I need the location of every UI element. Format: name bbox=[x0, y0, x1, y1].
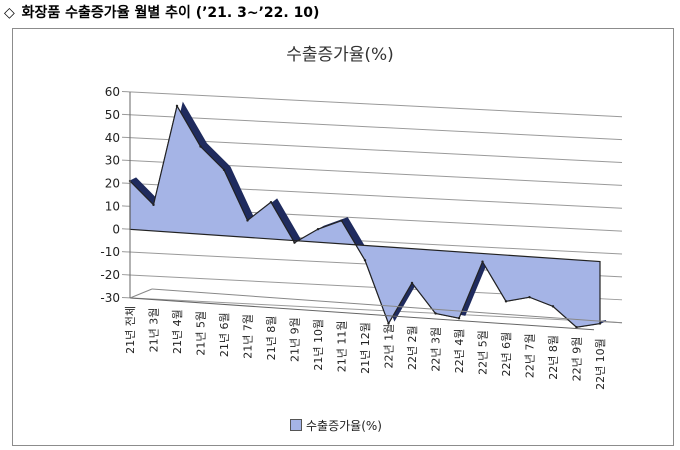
floor-back-edge bbox=[151, 288, 623, 324]
data-point bbox=[410, 281, 414, 285]
floor-front-edge bbox=[129, 297, 595, 331]
data-point bbox=[269, 200, 273, 204]
data-point bbox=[293, 241, 296, 244]
legend-label: 수출증가율(%) bbox=[306, 419, 382, 433]
data-point bbox=[575, 326, 578, 329]
data-point bbox=[387, 322, 390, 325]
x-tick-label: 22년 6월 bbox=[500, 332, 513, 377]
data-point bbox=[152, 203, 155, 207]
x-tick-label: 22년 2월 bbox=[406, 325, 419, 370]
data-point bbox=[504, 300, 508, 303]
x-tick-label: 22년 1월 bbox=[383, 324, 396, 369]
x-tick-label: 22년 10월 bbox=[594, 338, 607, 390]
y-tick-label: -20 bbox=[100, 268, 120, 282]
x-tick-label: 21년 9월 bbox=[289, 317, 302, 362]
gridline bbox=[121, 113, 623, 141]
x-tick-label: 21년 5월 bbox=[195, 311, 208, 356]
y-tick-label: 10 bbox=[105, 199, 120, 213]
chart-title: 수출증가율(%) bbox=[286, 45, 394, 65]
x-tick-label: 21년 8월 bbox=[265, 316, 278, 361]
x-tick-label: 21년 11월 bbox=[336, 320, 349, 372]
x-tick-label: 21년 4월 bbox=[171, 309, 184, 354]
y-tick-label: 0 bbox=[112, 222, 120, 236]
data-point bbox=[598, 322, 602, 325]
x-tick-label: 22년 8월 bbox=[547, 335, 560, 380]
x-tick-label: 22년 3월 bbox=[430, 327, 443, 372]
data-point bbox=[434, 312, 437, 315]
data-point bbox=[199, 145, 202, 148]
data-point bbox=[481, 260, 484, 263]
data-point bbox=[246, 219, 249, 222]
legend-swatch bbox=[290, 419, 302, 431]
x-tick-label: 21년 6월 bbox=[218, 312, 231, 357]
gridline bbox=[121, 90, 623, 118]
y-tick-label: 50 bbox=[105, 108, 120, 122]
x-tick-label: 22년 5월 bbox=[477, 330, 490, 375]
x-tick-label: 22년 9월 bbox=[571, 337, 584, 382]
x-tick-label: 21년 3월 bbox=[148, 308, 161, 353]
y-tick-label: 40 bbox=[105, 131, 120, 145]
x-tick-label: 21년 10월 bbox=[312, 319, 325, 371]
data-point bbox=[316, 227, 320, 231]
y-tick-label: -30 bbox=[100, 291, 120, 305]
y-tick-label: 20 bbox=[105, 177, 120, 191]
data-point bbox=[528, 296, 531, 299]
data-point bbox=[457, 317, 461, 320]
y-tick-label: 60 bbox=[105, 85, 120, 99]
x-tick-label: 21년 12월 bbox=[359, 322, 372, 374]
diamond-outline-icon: ◇ bbox=[4, 5, 15, 21]
x-tick-label: 21년 7월 bbox=[242, 314, 255, 359]
data-point bbox=[551, 305, 555, 308]
y-tick-label: -10 bbox=[100, 245, 120, 259]
page-heading: ◇ 화장품 수출증가율 월별 추이 (’21. 3~’22. 10) bbox=[4, 2, 319, 24]
data-point bbox=[363, 259, 367, 262]
x-tick-label: 22년 7월 bbox=[524, 333, 537, 378]
chart-legend: 수출증가율(%) bbox=[290, 418, 382, 434]
data-point bbox=[222, 168, 226, 172]
heading-text: 화장품 수출증가율 월별 추이 (’21. 3~’22. 10) bbox=[21, 5, 320, 21]
data-point bbox=[175, 104, 179, 108]
area-series bbox=[129, 104, 601, 328]
x-tick-label: 21년 전체 bbox=[124, 306, 137, 354]
x-tick-label: 22년 4월 bbox=[453, 329, 466, 374]
gridline bbox=[121, 296, 623, 324]
floor-side-edge bbox=[129, 288, 153, 299]
data-point bbox=[340, 219, 343, 222]
y-tick-label: 30 bbox=[105, 154, 120, 168]
